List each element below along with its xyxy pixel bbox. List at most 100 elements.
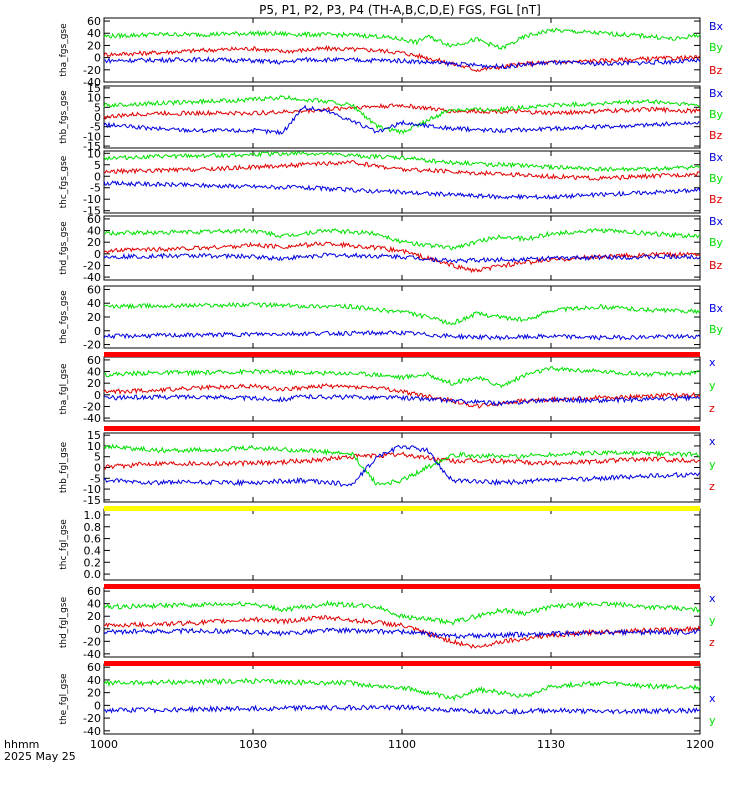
y-tick-label: -10 [83, 130, 101, 143]
separator-bar [104, 352, 700, 357]
series-y-line [103, 678, 701, 702]
series-z-line [103, 383, 701, 409]
series-x-line [103, 704, 701, 716]
legend-By: By [709, 41, 724, 54]
legend-Bx: Bx [709, 87, 724, 100]
y-tick-label: 0 [94, 699, 101, 712]
separator-bar [104, 584, 700, 589]
legend-x: x [709, 356, 716, 369]
legend-y: y [709, 379, 716, 392]
y-tick-label: 15 [87, 82, 101, 95]
panel-ylabel: thc_fgl_gse [59, 519, 69, 570]
y-tick-label: 1.0 [84, 509, 102, 522]
series-y-line [103, 443, 701, 486]
y-tick-label: 60 [87, 213, 101, 226]
y-tick-label: 40 [87, 297, 101, 310]
y-tick-label: 60 [87, 585, 101, 598]
y-tick-label: -40 [83, 725, 101, 738]
chart-title: P5, P1, P2, P3, P4 (TH-A,B,C,D,E) FGS, F… [259, 3, 541, 17]
series-Bx-line [103, 180, 701, 201]
y-tick-label: 0 [94, 170, 101, 183]
y-tick-label: 10 [87, 92, 101, 105]
y-tick-label: -40 [83, 271, 101, 284]
y-tick-label: -15 [83, 140, 101, 153]
y-tick-label: 0.2 [84, 556, 102, 569]
separator-bar [104, 506, 700, 511]
y-tick-label: 60 [87, 15, 101, 28]
series-By-line [103, 227, 701, 251]
series-Bz-line [103, 102, 701, 120]
series-x-line [103, 626, 701, 640]
separator-bar [104, 661, 700, 666]
x-tick-label: 1200 [686, 738, 714, 751]
y-tick-label: 0 [94, 462, 101, 475]
legend-x: x [709, 692, 716, 705]
y-tick-label: -5 [90, 472, 101, 485]
series-By-line [103, 150, 701, 173]
legend-x: x [709, 592, 716, 605]
legend-Bz: Bz [709, 129, 723, 142]
legend-y: y [709, 714, 716, 727]
panel-ylabel: thd_fgl_gse [59, 596, 69, 648]
series-y-line [103, 366, 701, 389]
y-tick-label: 15 [87, 429, 101, 442]
legend-x: x [709, 435, 716, 448]
y-tick-label: 5 [94, 451, 101, 464]
y-tick-label: 60 [87, 661, 101, 674]
legend-z: z [709, 480, 715, 493]
series-Bx-line [103, 55, 701, 70]
y-tick-label: 0 [94, 623, 101, 636]
y-tick-label: 0 [94, 389, 101, 402]
date-label: 2025 May 25 [4, 750, 76, 763]
panel-ylabel: thc_fgs_gse [59, 155, 69, 208]
y-tick-label: 40 [87, 674, 101, 687]
panel-frame [103, 508, 701, 581]
series-Bz-line [103, 44, 701, 73]
y-tick-label: 0 [94, 52, 101, 65]
y-tick-label: -15 [83, 205, 101, 218]
y-tick-label: 60 [87, 354, 101, 367]
time-label: hhmm [4, 738, 39, 751]
y-tick-label: 20 [87, 687, 101, 700]
panel-ylabel: thd_fgs_gse [59, 221, 69, 275]
y-tick-label: -5 [90, 182, 101, 195]
legend-z: z [709, 402, 715, 415]
panel-frame [103, 150, 701, 214]
x-tick-label: 1000 [90, 738, 118, 751]
legend-Bx: Bx [709, 20, 724, 33]
y-tick-label: 10 [87, 440, 101, 453]
legend-Bz: Bz [709, 259, 723, 272]
y-tick-label: 20 [87, 610, 101, 623]
panel-ylabel: tha_fgs_gse [59, 23, 69, 77]
panel-ylabel: the_fgl_gse [59, 673, 69, 725]
y-tick-label: 0.0 [84, 568, 102, 581]
panel-8: thc_fgl_gse 1.00.80.60.40.20.0 [59, 508, 701, 581]
y-tick-label: -20 [83, 400, 101, 413]
legend-z: z [709, 636, 715, 649]
panel-frame [103, 85, 701, 149]
y-tick-label: -40 [83, 76, 101, 89]
x-tick-label: 1100 [388, 738, 416, 751]
legend-Bz: Bz [709, 193, 723, 206]
panel-frame [103, 432, 701, 503]
y-tick-label: -20 [83, 635, 101, 648]
series-x-line [103, 444, 701, 488]
y-tick-label: 20 [87, 377, 101, 390]
y-tick-label: 0 [94, 325, 101, 338]
x-tick-label: 1030 [239, 738, 267, 751]
series-Bz-line [103, 159, 701, 181]
panel-ylabel: the_fgs_gse [59, 290, 69, 344]
panel-frame [103, 356, 701, 422]
legend-y: y [709, 458, 716, 471]
legend-By: By [709, 236, 724, 249]
legend-By: By [709, 108, 724, 121]
legend-Bx: Bx [709, 302, 724, 315]
